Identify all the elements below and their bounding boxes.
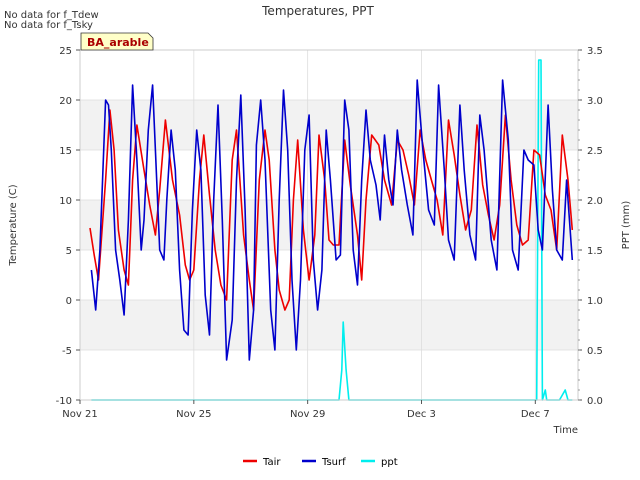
x-tick-label: Dec 7	[521, 409, 550, 420]
site-label-text: BA_arable	[87, 36, 149, 49]
x-tick-label: Nov 21	[62, 409, 97, 420]
left-tick-label: 5	[66, 246, 72, 257]
x-axis: Nov 21 Nov 25 Nov 29 Dec 3 Dec 7	[62, 400, 550, 420]
x-tick-label: Nov 25	[176, 409, 211, 420]
right-tick-label: 0.0	[587, 396, 603, 407]
right-tick-label: 2.5	[587, 146, 603, 157]
left-axis: -10 -5 0 5 10 15 20 25	[56, 46, 80, 407]
right-tick-label: 1.0	[587, 296, 603, 307]
left-axis-label: Temperature (C)	[8, 184, 19, 266]
left-tick-label: 10	[59, 196, 72, 207]
grid-band	[80, 200, 578, 250]
left-tick-label: -5	[62, 346, 72, 357]
legend-label-ppt: ppt	[381, 457, 398, 468]
right-tick-label: 2.0	[587, 196, 603, 207]
left-tick-label: 0	[66, 296, 72, 307]
note-no-tsky: No data for f_Tsky	[4, 20, 93, 31]
x-tick-label: Nov 29	[290, 409, 325, 420]
site-label-box	[80, 32, 154, 51]
right-tick-label: 0.5	[587, 346, 603, 357]
legend-label-tsurf: Tsurf	[321, 457, 346, 468]
grid-band	[80, 300, 578, 350]
x-tick-label: Dec 3	[407, 409, 436, 420]
legend: Tair Tsurf ppt	[243, 457, 398, 468]
right-tick-label: 1.5	[587, 246, 603, 257]
right-tick-label: 3.5	[587, 46, 603, 57]
site-label-badge: BA_arable	[80, 32, 154, 51]
right-tick-label: 3.0	[587, 96, 603, 107]
plot-area	[79, 49, 579, 401]
legend-label-tair: Tair	[262, 457, 281, 468]
series-line-tsurf	[90, 79, 574, 361]
plot-frame	[79, 49, 579, 401]
note-no-tdew: No data for f_Tdew	[4, 10, 99, 21]
left-tick-label: -10	[56, 396, 72, 407]
left-tick-label: 15	[59, 146, 72, 157]
right-axis: 0.0 0.5 1.0 1.5 2.0 2.5 3.0 3.5	[578, 46, 603, 407]
x-axis-label: Time	[553, 425, 578, 436]
left-tick-label: 20	[59, 96, 72, 107]
left-tick-label: 25	[59, 46, 72, 57]
chart-title: Temperatures, PPT	[261, 4, 374, 18]
right-axis-label: PPT (mm)	[621, 201, 632, 250]
